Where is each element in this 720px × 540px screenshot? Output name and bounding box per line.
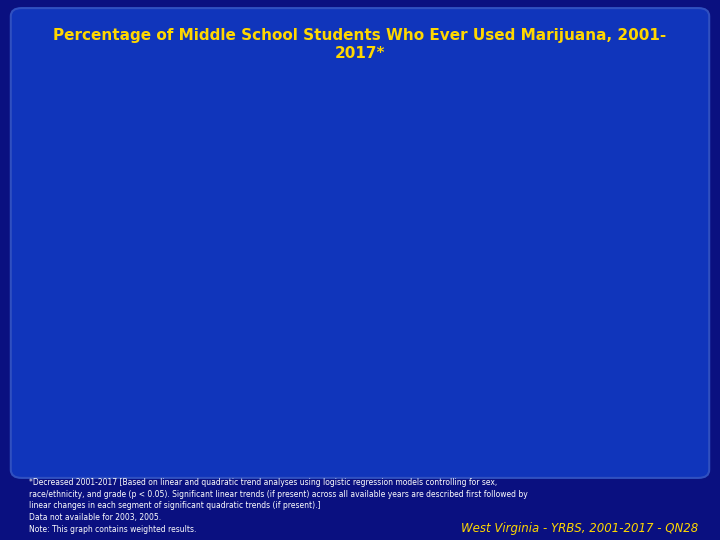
Text: 2017*: 2017* bbox=[335, 46, 385, 62]
Text: Percentage of Middle School Students Who Ever Used Marijuana, 2001-: Percentage of Middle School Students Who… bbox=[53, 28, 667, 43]
Text: 11.4: 11.4 bbox=[319, 379, 341, 388]
Text: 5.5: 5.5 bbox=[134, 399, 150, 408]
Text: 12.3: 12.3 bbox=[508, 376, 530, 385]
Text: 9.6: 9.6 bbox=[385, 385, 401, 394]
Y-axis label: Percent: Percent bbox=[30, 241, 42, 288]
Text: *Decreased 2001-2017 [Based on linear and quadratic trend analyses using logisti: *Decreased 2001-2017 [Based on linear an… bbox=[29, 478, 528, 534]
Text: West Virginia - YRBS, 2001-2017 - QN28: West Virginia - YRBS, 2001-2017 - QN28 bbox=[461, 522, 698, 535]
Text: 8.1: 8.1 bbox=[573, 390, 589, 399]
Text: 8.3: 8.3 bbox=[636, 389, 652, 398]
Text: 10.7: 10.7 bbox=[445, 381, 467, 390]
